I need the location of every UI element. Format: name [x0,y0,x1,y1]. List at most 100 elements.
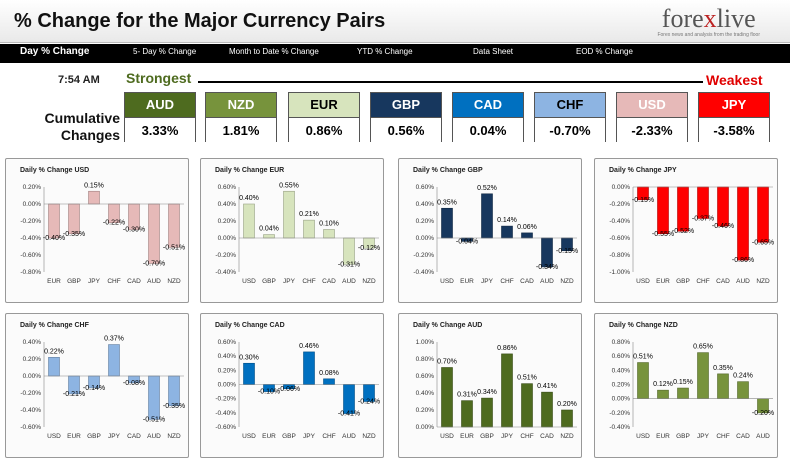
x-tick-label: NZD [756,278,770,285]
data-label: 0.20% [557,401,577,408]
bar-aud [148,203,160,264]
data-label: 0.46% [299,343,319,350]
bar-nzd [168,375,180,407]
y-tick-label: 0.60% [416,373,435,380]
x-tick-label: GBP [480,433,494,440]
y-tick-label: 0.20% [218,367,237,374]
strongest-label: Strongest [126,70,192,86]
currency-card-chf[interactable]: CHF -0.70% [534,92,606,143]
data-label: -0.30% [123,227,145,234]
header-bar: % Change for the Major Currency Pairs fo… [0,0,790,43]
data-label: -0.35% [163,403,185,410]
x-tick-label: AUD [147,433,161,440]
tab-5-day-change[interactable]: 5- Day % Change [133,47,197,56]
bar-cad [737,381,749,399]
data-label: -0.15% [632,197,654,204]
bar-usd [441,367,453,428]
x-tick-label: EUR [67,433,81,440]
bar-eur [657,186,669,235]
chart-title: Daily % Change EUR [215,167,285,174]
data-label: -0.15% [556,248,578,255]
currency-card-cad[interactable]: CAD 0.04% [452,92,524,143]
data-label: 0.10% [319,221,339,228]
bar-chf [501,225,513,239]
bar-aud [737,186,749,261]
data-label: 0.52% [477,185,497,192]
data-label: -0.34% [536,264,558,271]
bar-gbp [677,186,689,232]
x-tick-label: EUR [262,433,276,440]
x-tick-label: AUD [540,278,554,285]
currency-card-gbp[interactable]: GBP 0.56% [370,92,442,143]
y-tick-label: -0.80% [609,252,630,259]
chart-svg: 1.00% 0.80% 0.60% 0.40% 0.20% 0.00% 0.70% USD 0.… [416,339,577,440]
x-tick-label: JPY [88,278,101,285]
tab-ytd-change[interactable]: YTD % Change [357,47,413,56]
data-label: -0.31% [338,261,360,268]
data-label: -0.06% [278,386,300,393]
x-tick-label: CAD [127,433,141,440]
bar-gbp [263,234,275,239]
y-tick-label: -0.20% [20,218,41,225]
data-label: 0.41% [537,383,557,390]
y-tick-label: 0.40% [218,201,237,208]
currency-change-value: 0.86% [289,118,359,143]
tab-data-sheet[interactable]: Data Sheet [473,47,514,56]
data-label: 0.51% [633,354,653,361]
chart-svg: 0.00% -0.20% -0.40% -0.60% -0.80% -1.00% -0.15… [609,184,774,285]
data-label: -0.70% [143,261,165,268]
y-tick-label: -0.40% [609,218,630,225]
currency-card-jpy[interactable]: JPY -3.58% [698,92,770,143]
currency-card-usd[interactable]: USD -2.33% [616,92,688,143]
bar-cad [541,391,553,428]
chart-panel-usd[interactable]: 0.20% 0.00% -0.20% -0.40% -0.60% -0.80% -0.40%… [5,158,189,303]
x-tick-label: NZD [167,433,181,440]
currency-code: CHF [535,93,605,118]
y-tick-label: 0.60% [416,184,435,191]
forexlive-logo[interactable]: forexlive Forex news and analysis from t… [657,6,760,39]
bar-chf [521,383,533,428]
currency-card-aud[interactable]: AUD 3.33% [124,92,196,143]
x-tick-label: CHF [520,433,533,440]
tab-month-to-date-change[interactable]: Month to Date % Change [229,47,319,56]
y-tick-label: 0.00% [416,424,435,431]
y-tick-label: 0.60% [612,353,631,360]
chart-panel-jpy[interactable]: 0.00% -0.20% -0.40% -0.60% -0.80% -1.00% -0.15… [594,158,778,303]
y-tick-label: 0.00% [218,382,237,389]
x-tick-label: CHF [107,278,120,285]
tab-day-change[interactable]: Day % Change [20,46,90,57]
chart-panel-chf[interactable]: 0.40% 0.20% 0.00% -0.20% -0.40% -0.60% 0.22% US… [5,313,189,458]
x-tick-label: USD [636,433,650,440]
chart-panel-nzd[interactable]: 0.80% 0.60% 0.40% 0.20% 0.00% -0.20% -0.40% 0.5… [594,313,778,458]
y-tick-label: -0.60% [20,424,41,431]
data-label: 0.31% [457,392,477,399]
data-label: 0.35% [713,365,733,372]
chart-svg: 0.60% 0.40% 0.20% 0.00% -0.20% -0.40% 0.35% USD… [413,184,578,285]
chart-title: Daily % Change NZD [609,322,678,329]
bar-jpy [303,351,315,385]
chart-panel-eur[interactable]: 0.60% 0.40% 0.20% 0.00% -0.20% -0.40% 0.40% USD… [200,158,384,303]
y-tick-label: 0.00% [218,235,237,242]
data-label: 0.15% [673,379,693,386]
currency-card-eur[interactable]: EUR 0.86% [288,92,360,143]
data-label: -0.08% [123,380,145,387]
bar-eur [657,389,669,399]
chart-panel-aud[interactable]: 1.00% 0.80% 0.60% 0.40% 0.20% 0.00% 0.70% USD 0.… [398,313,582,458]
currency-card-nzd[interactable]: NZD 1.81% [205,92,277,143]
data-label: 0.30% [239,354,259,361]
x-tick-label: CHF [696,278,709,285]
time-label: 7:54 AM [58,74,100,86]
data-label: -0.10% [258,389,280,396]
chart-svg: 0.60%0.40%0.20%0.00%-0.20%-0.40%0.40%USD… [215,182,380,285]
data-label: -0.52% [672,228,694,235]
chart-panel-gbp[interactable]: 0.60% 0.40% 0.20% 0.00% -0.20% -0.40% 0.35% USD… [398,158,582,303]
data-label: 0.34% [477,389,497,396]
chart-panel-cad[interactable]: 0.60% 0.40% 0.20% 0.00% -0.20% -0.40% -0.60% 0.… [200,313,384,458]
chart-title: Daily % Change AUD [413,322,483,329]
y-tick-label: -0.40% [20,407,41,414]
x-tick-label: JPY [303,433,316,440]
bar-usd [441,207,453,239]
chart-title: Daily % Change GBP [413,167,483,174]
y-tick-label: 0.20% [23,184,42,191]
tab-eod-change[interactable]: EOD % Change [576,47,633,56]
